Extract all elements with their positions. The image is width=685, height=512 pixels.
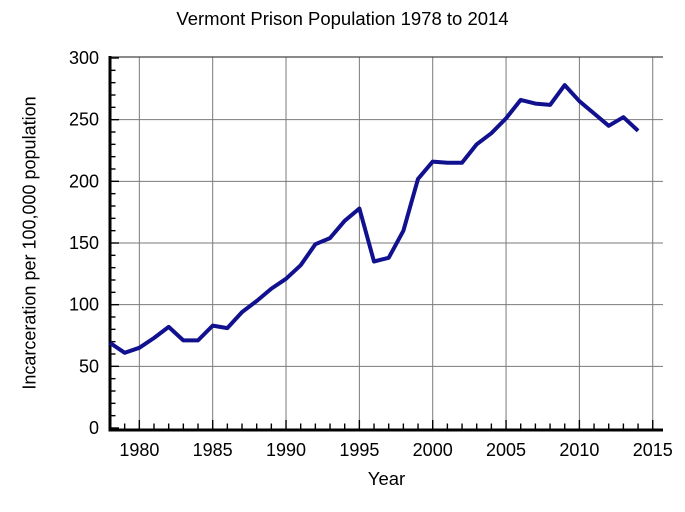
axes [108, 56, 663, 432]
x-tick-label: 2005 [486, 440, 526, 460]
x-tick-label: 1980 [119, 440, 159, 460]
y-tick-label: 100 [69, 295, 99, 315]
y-tick-label: 250 [69, 110, 99, 130]
gridlines [110, 57, 663, 430]
x-tick-label: 1990 [266, 440, 306, 460]
y-tick-labels: 0 50 100 150 200 250 300 [69, 48, 99, 438]
y-tick-label: 50 [79, 356, 99, 376]
x-tick-labels: 1980 1985 1990 1995 2000 2005 2010 2015 [119, 440, 672, 460]
y-axis-label: Incarceration per 100,000 population [19, 96, 40, 390]
x-tick-label: 2015 [633, 440, 673, 460]
y-tick-label: 150 [69, 233, 99, 253]
x-axis-label: Year [367, 468, 406, 489]
ticks [109, 57, 654, 429]
x-tick-label: 1995 [339, 440, 379, 460]
chart-title: Vermont Prison Population 1978 to 2014 [176, 8, 509, 29]
data-line [108, 83, 640, 355]
y-tick-label: 0 [89, 418, 99, 438]
x-tick-label: 2000 [413, 440, 453, 460]
y-tick-label: 200 [69, 171, 99, 191]
x-tick-label: 1985 [193, 440, 233, 460]
x-tick-label: 2010 [559, 440, 599, 460]
y-tick-label: 300 [69, 48, 99, 68]
